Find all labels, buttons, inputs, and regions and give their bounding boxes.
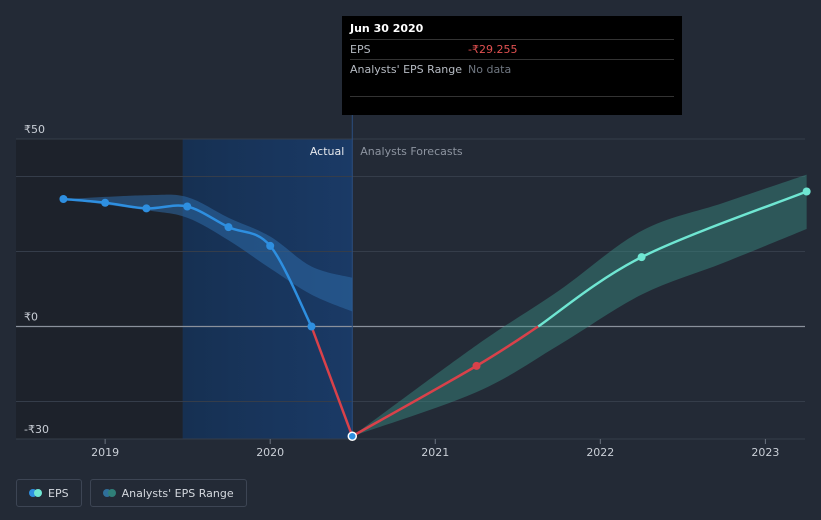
x-tick-label: 2021	[421, 446, 449, 459]
forecast-negative-line	[351, 325, 539, 438]
eps-point	[224, 223, 233, 232]
range-band	[63, 194, 353, 312]
axes: ₹50 ₹0 -₹30 2019 2020 2021 2022 2023 Actual Analy…	[24, 123, 779, 459]
legend-item-eps[interactable]: EPS	[16, 479, 82, 507]
legend-eps-label: EPS	[48, 486, 69, 500]
eps-points	[59, 187, 811, 441]
forecast-point	[802, 187, 811, 196]
x-tick-label: 2019	[91, 446, 119, 459]
tooltip-eps-label: EPS	[350, 43, 371, 56]
eps-point	[307, 322, 316, 331]
actual-label: Actual	[310, 145, 344, 158]
y-tick-label: ₹50	[24, 123, 45, 136]
eps-point	[183, 202, 192, 211]
legend-item-range[interactable]: Analysts' EPS Range	[89, 479, 247, 507]
tooltip-title: Jun 30 2020	[350, 22, 424, 35]
eps-swatch-icon	[29, 489, 42, 497]
forecast-point	[472, 361, 481, 370]
eps-negative-line	[310, 326, 354, 437]
tooltip-row-range: Analysts' EPS Range No data	[350, 59, 674, 97]
eps-point	[347, 431, 358, 441]
tooltip-row-eps: EPS -₹29.255	[350, 39, 674, 59]
eps-point	[59, 195, 68, 203]
eps-point	[142, 204, 151, 213]
eps-point	[266, 241, 275, 250]
y-tick-label: ₹0	[24, 311, 38, 324]
legend-range-label: Analysts' EPS Range	[121, 486, 234, 500]
history-shade	[16, 139, 183, 439]
x-tick-label: 2022	[586, 446, 614, 459]
grid	[16, 115, 805, 440]
forecast-point	[637, 253, 646, 262]
tooltip: Jun 30 2020 EPS -₹29.255 Analysts' EPS R…	[342, 16, 682, 115]
x-tick-label: 2023	[751, 446, 779, 459]
tooltip-range-value: No data	[468, 63, 512, 76]
tooltip-range-label: Analysts' EPS Range	[350, 63, 463, 76]
eps-point	[101, 198, 110, 207]
y-tick-label: -₹30	[24, 423, 49, 436]
legend: EPS Analysts' EPS Range	[16, 479, 247, 507]
range-swatch-icon	[102, 489, 116, 497]
x-tick-label: 2020	[256, 446, 284, 459]
tooltip-eps-value: -₹29.255	[468, 43, 518, 56]
forecast-label: Analysts Forecasts	[360, 145, 463, 158]
